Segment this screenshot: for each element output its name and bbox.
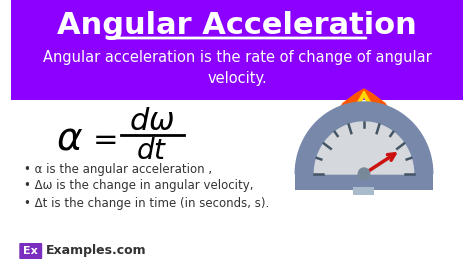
Text: Angular acceleration is the rate of change of angular
velocity.: Angular acceleration is the rate of chan…: [43, 50, 431, 86]
Text: • Δt is the change in time (in seconds, s).: • Δt is the change in time (in seconds, …: [24, 197, 269, 210]
Polygon shape: [326, 89, 402, 136]
Text: • Δω is the change in angular velocity,: • Δω is the change in angular velocity,: [24, 180, 254, 193]
Polygon shape: [295, 102, 433, 174]
Circle shape: [358, 168, 370, 180]
Text: $=$: $=$: [87, 123, 118, 152]
Polygon shape: [347, 91, 381, 126]
Text: • α is the angular acceleration ,: • α is the angular acceleration ,: [24, 163, 212, 176]
Text: $d\omega$: $d\omega$: [129, 106, 175, 135]
FancyBboxPatch shape: [19, 243, 42, 259]
FancyBboxPatch shape: [295, 174, 433, 190]
FancyBboxPatch shape: [11, 0, 463, 100]
Text: Examples.com: Examples.com: [46, 244, 146, 257]
Polygon shape: [314, 122, 414, 174]
FancyBboxPatch shape: [354, 187, 374, 195]
Text: $\alpha$: $\alpha$: [56, 119, 83, 157]
Text: Ex: Ex: [23, 246, 38, 256]
Text: $dt$: $dt$: [137, 137, 168, 165]
Text: Angular Acceleration: Angular Acceleration: [57, 11, 417, 40]
